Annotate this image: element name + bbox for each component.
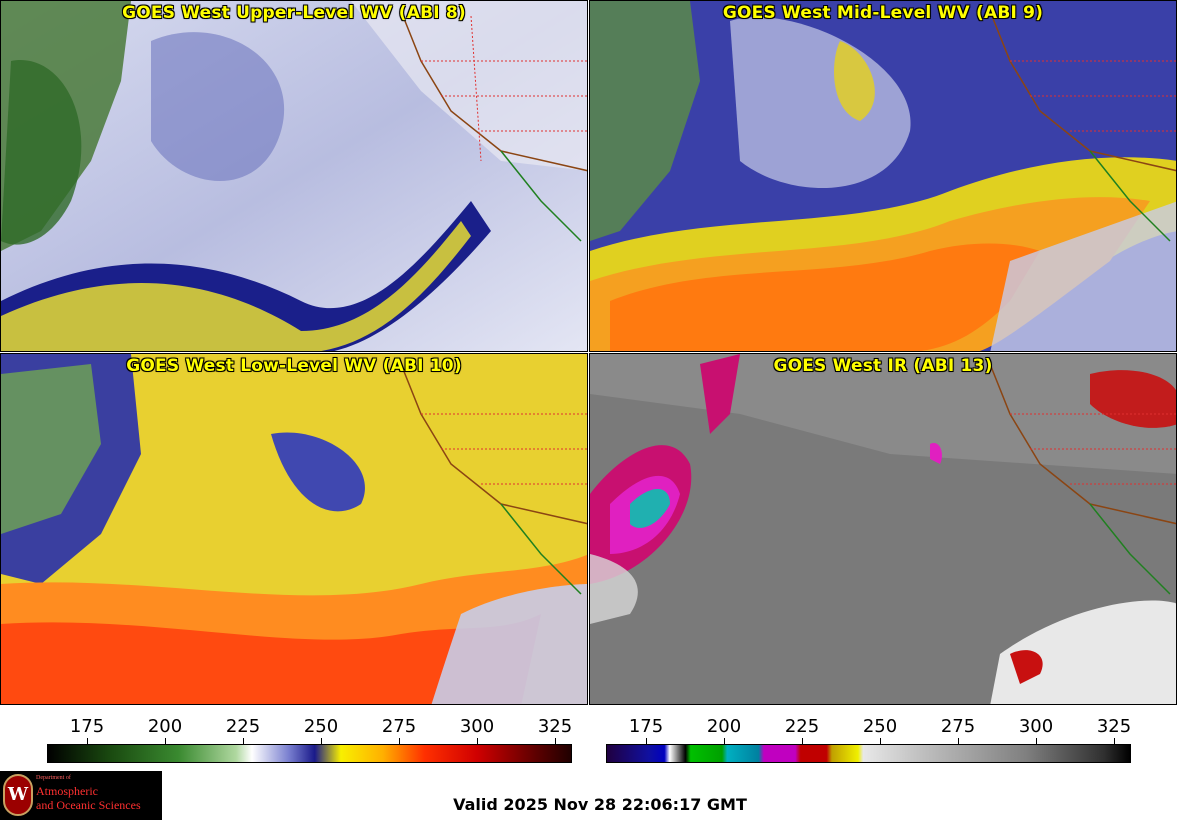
logo-department-label: Department of	[36, 775, 71, 781]
low-level-wv-image	[1, 354, 587, 704]
uw-seal-icon: W	[3, 774, 33, 816]
low-level-wv-panel: GOES West Low-Level WV (ABI 10)	[0, 353, 588, 705]
colorbar-tick-label: 275	[940, 716, 976, 737]
panel-title: GOES West Upper-Level WV (ABI 8)	[122, 3, 466, 23]
colorbar-tick-mark	[1114, 738, 1115, 744]
colorbar-tick-mark	[646, 738, 647, 744]
colorbar-tick-label: 175	[69, 716, 105, 737]
colorbar-tick-label: 175	[628, 716, 664, 737]
logo-name-line1: Atmospheric	[36, 784, 98, 798]
ir-colorbar	[606, 744, 1131, 763]
panel-title: GOES West IR (ABI 13)	[773, 356, 993, 376]
colorbar-tick-mark	[321, 738, 322, 744]
colorbar-tick-label: 300	[459, 716, 495, 737]
uw-aos-logo: W Department of Atmospheric and Oceanic …	[0, 771, 162, 820]
ir-image	[590, 354, 1176, 704]
colorbar-tick-mark	[958, 738, 959, 744]
logo-name-line2: and Oceanic Sciences	[36, 798, 141, 812]
colorbar-tick-label: 225	[225, 716, 261, 737]
colorbar-tick-mark	[1036, 738, 1037, 744]
colorbar-tick-label: 200	[706, 716, 742, 737]
panel-title: GOES West Mid-Level WV (ABI 9)	[722, 3, 1044, 23]
ir-panel: GOES West IR (ABI 13)	[589, 353, 1177, 705]
upper-level-wv-panel: GOES West Upper-Level WV (ABI 8)	[0, 0, 588, 352]
colorbar-tick-label: 225	[784, 716, 820, 737]
upper-level-wv-image	[1, 1, 587, 351]
colorbar-tick-mark	[802, 738, 803, 744]
colorbar-tick-label: 325	[1096, 716, 1132, 737]
colorbar-tick-mark	[477, 738, 478, 744]
colorbar-tick-mark	[399, 738, 400, 744]
colorbar-tick-mark	[880, 738, 881, 744]
mid-level-wv-panel: GOES West Mid-Level WV (ABI 9)	[589, 0, 1177, 352]
mid-level-wv-image	[590, 1, 1176, 351]
colorbar-tick-mark	[724, 738, 725, 744]
colorbar-tick-mark	[555, 738, 556, 744]
panel-title: GOES West Low-Level WV (ABI 10)	[126, 356, 462, 376]
colorbar-tick-mark	[87, 738, 88, 744]
wv-colorbar	[47, 744, 572, 763]
colorbar-tick-label: 200	[147, 716, 183, 737]
colorbar-tick-label: 275	[381, 716, 417, 737]
colorbar-tick-label: 250	[862, 716, 898, 737]
colorbar-tick-label: 325	[537, 716, 573, 737]
colorbar-tick-label: 300	[1018, 716, 1054, 737]
colorbar-tick-label: 250	[303, 716, 339, 737]
colorbar-tick-mark	[243, 738, 244, 744]
colorbar-tick-mark	[165, 738, 166, 744]
valid-timestamp: Valid 2025 Nov 28 22:06:17 GMT	[453, 795, 747, 814]
